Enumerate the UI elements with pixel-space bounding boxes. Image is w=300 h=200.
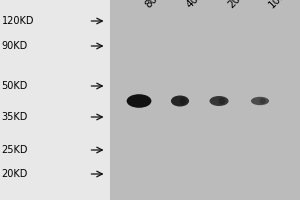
Text: 40ng: 40ng: [185, 0, 211, 10]
Text: 20ng: 20ng: [226, 0, 251, 10]
Ellipse shape: [219, 98, 225, 104]
Text: 90KD: 90KD: [2, 41, 28, 51]
Ellipse shape: [260, 98, 266, 104]
Text: 25KD: 25KD: [2, 145, 28, 155]
Text: 20KD: 20KD: [2, 169, 28, 179]
Text: 120KD: 120KD: [2, 16, 34, 26]
Text: 50KD: 50KD: [2, 81, 28, 91]
Ellipse shape: [209, 96, 229, 106]
Ellipse shape: [127, 94, 152, 108]
Text: 80ng: 80ng: [143, 0, 169, 10]
Text: 35KD: 35KD: [2, 112, 28, 122]
Ellipse shape: [138, 96, 147, 106]
Text: 10ng: 10ng: [267, 0, 292, 10]
Ellipse shape: [171, 96, 189, 106]
Ellipse shape: [179, 97, 186, 105]
Bar: [110, 0, 300, 200]
Ellipse shape: [251, 97, 269, 105]
